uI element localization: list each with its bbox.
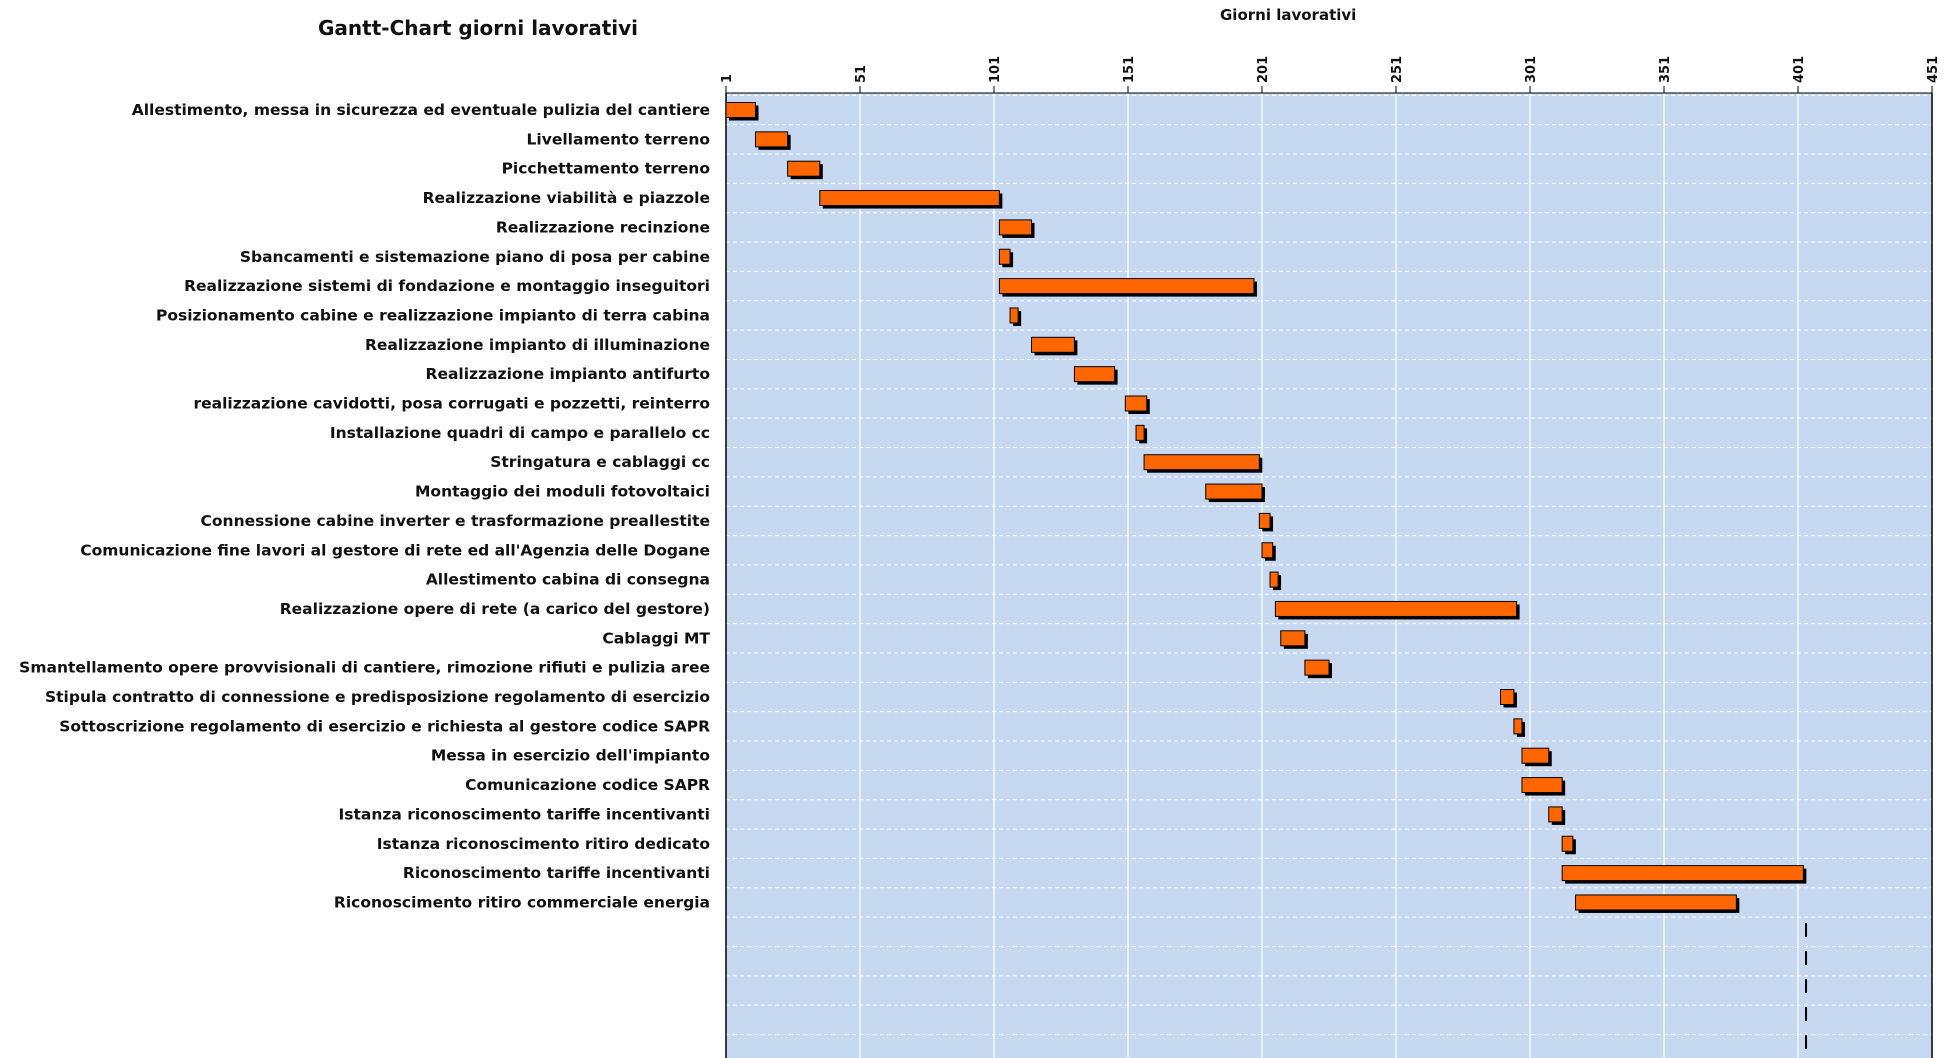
x-tick-label: 401 <box>1792 56 1807 83</box>
task-labels: Allestimento, messa in sicurezza ed even… <box>19 101 710 911</box>
x-tick-label: 101 <box>988 56 1003 83</box>
task-label: Realizzazione impianto antifurto <box>426 365 710 383</box>
task-bar <box>1575 894 1737 911</box>
task-label: Stipula contratto di connessione e predi… <box>45 688 710 706</box>
task-bar <box>1548 806 1563 823</box>
task-bar <box>1274 600 1518 617</box>
task-bar <box>1135 424 1145 441</box>
task-bar <box>1143 454 1260 471</box>
task-bar <box>998 248 1011 265</box>
task-label: Riconoscimento tariffe incentivanti <box>403 864 710 882</box>
task-bar <box>1261 542 1274 559</box>
task-label: Istanza riconoscimento tariffe incentiva… <box>338 805 710 823</box>
task-bar <box>819 190 1000 207</box>
x-tick-label: 451 <box>1926 56 1941 83</box>
task-label: Allestimento cabina di consegna <box>426 571 710 589</box>
task-label: Realizzazione sistemi di fondazione e mo… <box>184 277 710 295</box>
task-label: Smantellamento opere provvisionali di ca… <box>19 659 710 677</box>
x-tick-label: 251 <box>1390 56 1405 83</box>
task-label: Realizzazione impianto di illuminazione <box>365 336 710 354</box>
task-label: Realizzazione recinzione <box>496 218 710 236</box>
task-bar <box>1031 336 1075 353</box>
x-tick-label: 351 <box>1658 56 1673 83</box>
task-bar <box>1269 571 1279 588</box>
task-bar <box>1500 689 1515 705</box>
x-axis-title: Giorni lavorativi <box>1220 6 1357 24</box>
task-bar <box>998 219 1033 236</box>
x-tick-label: 1 <box>720 74 735 83</box>
task-bar <box>1009 307 1019 324</box>
task-label: Realizzazione viabilità e piazzole <box>423 189 710 207</box>
task-label: Posizionamento cabine e realizzazione im… <box>156 306 710 324</box>
task-bar <box>1124 395 1148 412</box>
grid-layer <box>725 92 1933 1058</box>
task-bar <box>1513 718 1523 735</box>
task-label: Istanza riconoscimento ritiro dedicato <box>377 835 710 853</box>
task-label: Sottoscrizione regolamento di esercizio … <box>59 717 710 735</box>
task-label: Realizzazione opere di rete (a carico de… <box>280 600 710 618</box>
task-bar <box>1205 483 1263 500</box>
task-label: realizzazione cavidotti, posa corrugati … <box>193 395 710 413</box>
task-bar <box>725 102 756 118</box>
task-label: Comunicazione codice SAPR <box>465 776 710 794</box>
task-label: Allestimento, messa in sicurezza ed even… <box>132 101 710 119</box>
plot-area <box>726 93 1932 1058</box>
task-bar <box>1521 747 1550 764</box>
x-tick-label: 51 <box>854 65 869 83</box>
task-bar <box>998 278 1255 295</box>
task-bar <box>754 131 789 148</box>
task-label: Installazione quadri di campo e parallel… <box>330 424 710 442</box>
task-bar <box>787 160 821 177</box>
task-bar <box>1073 366 1116 383</box>
task-label: Stringatura e cablaggi cc <box>490 453 710 471</box>
task-label: Sbancamenti e sistemazione piano di posa… <box>240 248 710 266</box>
x-tick-label: 201 <box>1256 56 1271 83</box>
x-axis-ticks: 1 51 101 151 201 251 301 351 401 451 <box>720 56 1941 93</box>
chart-title: Gantt-Chart giorni lavorativi <box>318 16 638 40</box>
task-label: Picchettamento terreno <box>502 160 710 178</box>
task-label: Livellamento terreno <box>527 130 710 148</box>
task-bar <box>1258 512 1271 529</box>
task-bar <box>1521 777 1563 794</box>
task-bar <box>1280 630 1306 647</box>
task-label: Montaggio dei moduli fotovoltaici <box>415 483 710 501</box>
task-label: Comunicazione fine lavori al gestore di … <box>80 541 710 559</box>
task-label: Cablaggi MT <box>602 629 710 647</box>
task-label: Messa in esercizio dell'impianto <box>431 747 710 765</box>
task-bar <box>1304 659 1330 676</box>
task-label: Connessione cabine inverter e trasformaz… <box>201 512 710 530</box>
task-bar <box>1561 865 1804 882</box>
x-tick-label: 151 <box>1122 56 1137 83</box>
x-tick-label: 301 <box>1524 56 1539 83</box>
task-bars <box>725 102 1807 913</box>
task-label: Riconoscimento ritiro commerciale energi… <box>334 893 710 911</box>
task-bar <box>1561 835 1574 852</box>
